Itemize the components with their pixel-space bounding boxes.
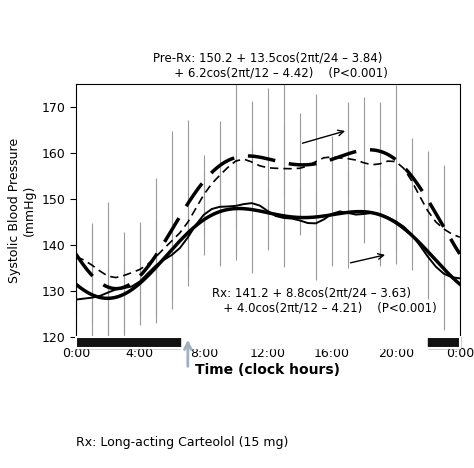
- Bar: [428, 337, 460, 349]
- Bar: [76, 337, 460, 349]
- Text: Rx: Long-acting Carteolol (15 mg): Rx: Long-acting Carteolol (15 mg): [76, 436, 288, 449]
- Bar: [76, 337, 180, 349]
- Bar: [76, 337, 460, 349]
- Text: Rx: 141.2 + 8.8cos(2πt/24 – 3.63)
   + 4.0cos(2πt/12 – 4.21)    (P<0.001): Rx: 141.2 + 8.8cos(2πt/24 – 3.63) + 4.0c…: [212, 286, 437, 314]
- Text: Pre-Rx: 150.2 + 13.5cos(2πt/24 – 3.84)
       + 6.2cos(2πt/12 – 4.42)    (P<0.00: Pre-Rx: 150.2 + 13.5cos(2πt/24 – 3.84) +…: [148, 51, 388, 79]
- Y-axis label: Systolic Blood Pressure
(mmHg): Systolic Blood Pressure (mmHg): [8, 138, 36, 283]
- X-axis label: Time (clock hours): Time (clock hours): [195, 363, 340, 377]
